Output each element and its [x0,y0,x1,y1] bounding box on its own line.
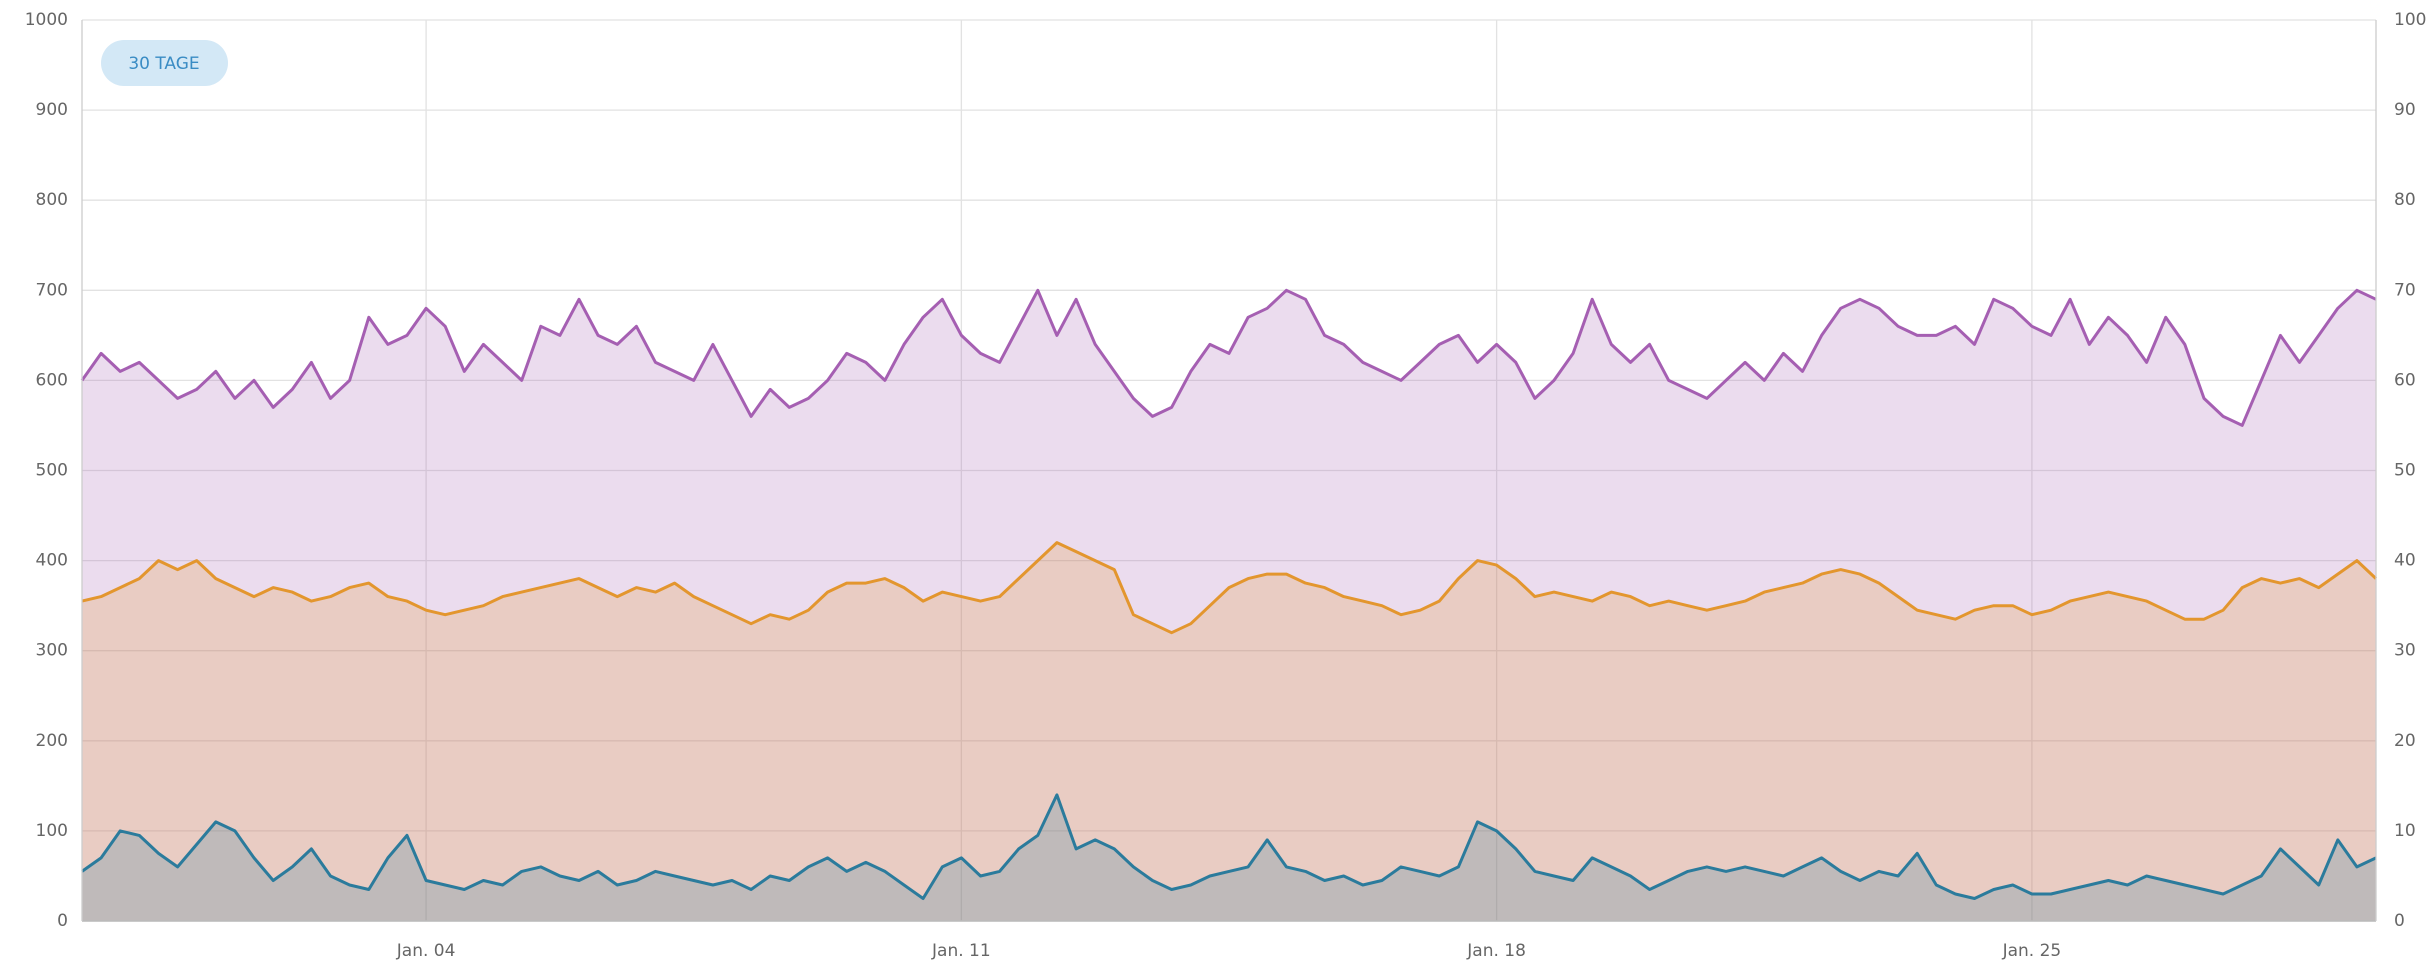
y2-tick-label: 70 [2394,280,2416,300]
area [82,290,2376,921]
y-tick-label: 900 [36,100,68,120]
area [82,794,2376,921]
x-tick-label: Jan. 11 [931,941,991,961]
y-tick-label: 200 [36,731,68,751]
y-tick-label: 0 [57,911,68,931]
y2-tick-label: 30 [2394,641,2416,661]
y2-tick-label: 40 [2394,551,2416,571]
range-button[interactable]: 30 TAGE [101,40,228,86]
y-tick-label: 100 [36,821,68,841]
line [80,288,2377,427]
range-button-label[interactable]: 30 TAGE [128,54,199,74]
y-tick-label: 500 [36,461,68,481]
y2-tick-label: 60 [2394,370,2416,390]
y-tick-label: 800 [36,190,68,210]
y2-tick-label: 10 [2394,821,2416,841]
y-tick-label: 700 [36,280,68,300]
y2-tick-label: 90 [2394,100,2416,120]
y-tick-label: 300 [36,641,68,661]
y-tick-label: 600 [36,370,68,390]
line [81,541,2378,635]
line [81,793,2377,900]
range-button-bg[interactable] [101,40,228,86]
y2-tick-label: 80 [2394,190,2416,210]
y-tick-label: 1000 [25,10,68,30]
area [82,542,2376,921]
x-tick-label: Jan. 04 [396,941,456,961]
x-tick-label: Jan. 18 [1466,941,1526,961]
x-tick-label: Jan. 25 [2002,941,2062,961]
y2-tick-label: 100 [2394,10,2426,30]
y-tick-label: 400 [36,551,68,571]
y2-tick-label: 0 [2394,911,2405,931]
y2-tick-label: 20 [2394,731,2416,751]
y2-tick-label: 50 [2394,461,2416,481]
